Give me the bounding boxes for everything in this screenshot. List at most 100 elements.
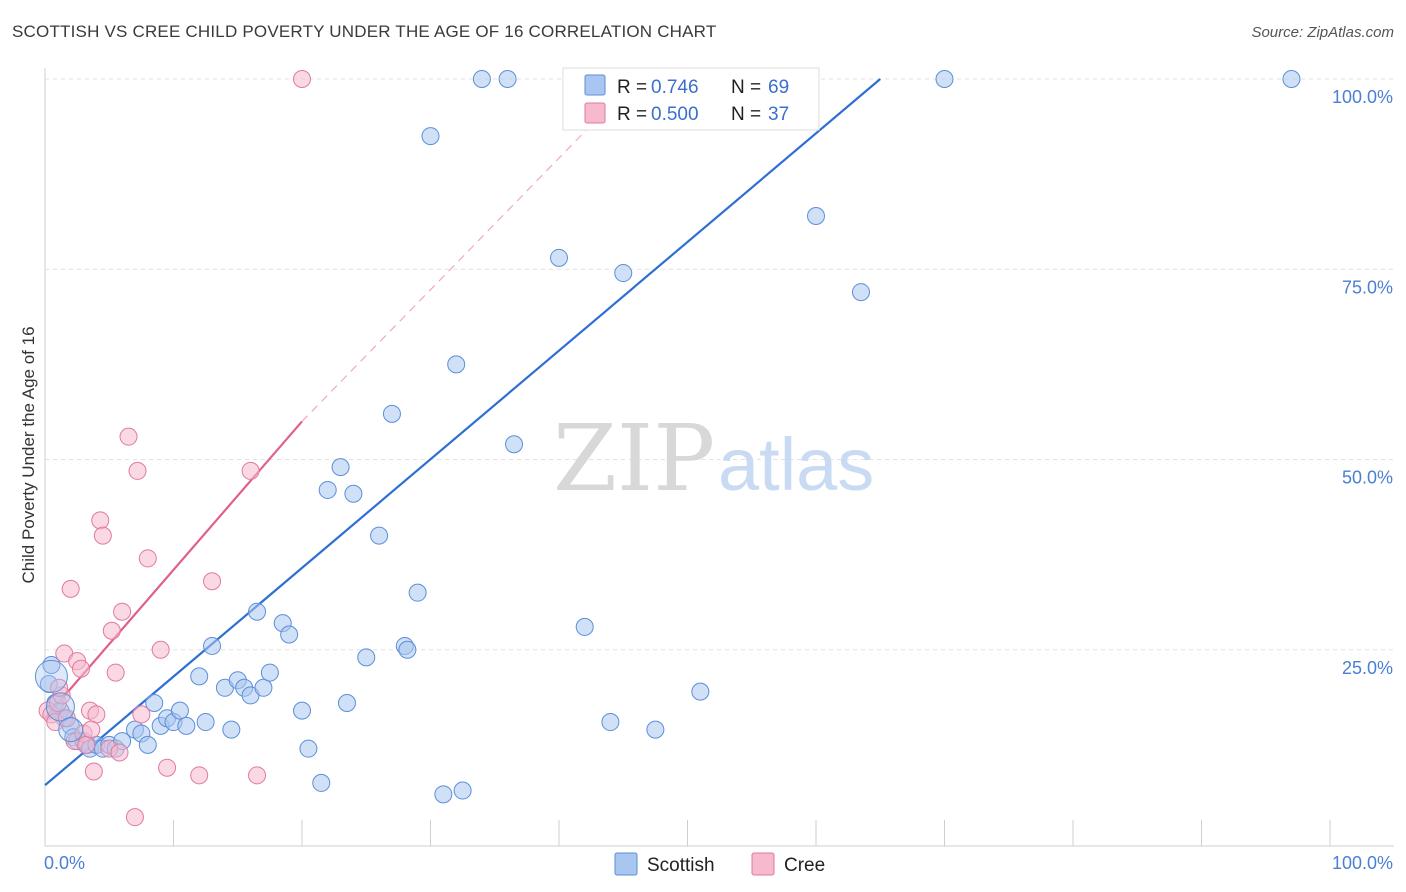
axes	[44, 68, 1394, 847]
point-scottish	[370, 526, 389, 545]
y-tick-labels: 25.0% 50.0% 75.0% 100.0%	[1332, 87, 1393, 678]
point-scottish	[293, 701, 311, 720]
y-tick-label: 50.0%	[1342, 468, 1393, 488]
y-tick-label: 100.0%	[1332, 87, 1393, 107]
point-scottish	[260, 663, 279, 682]
bottom-legend-swatch-scottish	[614, 852, 638, 876]
point-cree	[61, 579, 80, 598]
series-cree	[38, 70, 311, 827]
legend-r-label-cree: R =	[617, 104, 647, 125]
point-cree	[110, 743, 129, 762]
point-scottish	[646, 720, 665, 739]
point-cree	[128, 461, 147, 480]
point-cree	[87, 705, 106, 724]
point-cree	[82, 720, 101, 739]
watermark-zip: ZIP	[553, 405, 715, 512]
point-scottish	[170, 701, 189, 720]
trend-line-scottish	[44, 78, 881, 787]
point-scottish	[331, 458, 350, 477]
watermark: ZIP atlas	[553, 405, 874, 512]
y-axis-label: Child Poverty Under the Age of 16	[19, 326, 38, 583]
legend-r-value-cree: 0.500	[651, 104, 699, 125]
point-scottish	[398, 640, 417, 659]
legend-r-label-scottish: R =	[617, 77, 647, 98]
point-scottish	[177, 716, 196, 735]
legend-n-value-cree: 37	[768, 104, 789, 125]
point-cree	[106, 663, 125, 682]
legend-swatch-scottish	[584, 74, 606, 96]
x-tick-label-max: 100.0%	[1332, 853, 1393, 873]
point-scottish	[453, 781, 472, 800]
point-scottish	[145, 694, 164, 713]
point-cree	[248, 766, 267, 785]
point-scottish	[807, 206, 825, 225]
point-scottish	[505, 435, 524, 454]
legend-frame	[562, 67, 820, 131]
point-scottish	[344, 484, 363, 503]
watermark-atlas: atlas	[718, 423, 874, 506]
point-scottish	[357, 648, 376, 667]
point-scottish	[498, 70, 517, 88]
point-scottish	[575, 617, 594, 636]
point-scottish	[851, 283, 870, 302]
point-scottish	[408, 583, 427, 602]
x-tick-label-min: 0.0%	[44, 853, 85, 873]
point-scottish	[312, 773, 331, 792]
point-scottish	[280, 625, 299, 644]
point-cree	[119, 427, 138, 446]
point-cree	[138, 549, 157, 568]
point-scottish-cluster	[58, 717, 84, 743]
point-scottish	[614, 264, 633, 283]
point-scottish	[382, 404, 401, 423]
point-cree	[158, 758, 177, 777]
legend-swatch-cree	[584, 102, 606, 124]
legend-r-value-scottish: 0.746	[651, 77, 699, 98]
chart-title: SCOTTISH VS CREE CHILD POVERTY UNDER THE…	[12, 22, 717, 41]
point-scottish	[138, 735, 157, 754]
point-scottish	[299, 739, 318, 758]
point-scottish	[203, 636, 222, 655]
point-scottish	[248, 602, 267, 621]
point-scottish	[434, 785, 453, 804]
point-scottish	[1282, 70, 1301, 88]
point-cree	[190, 766, 209, 785]
trend-line-cree-extension	[301, 78, 637, 422]
point-scottish	[601, 713, 620, 732]
point-cree	[241, 461, 260, 480]
legend-n-value-scottish: 69	[768, 77, 789, 98]
point-scottish	[691, 682, 710, 701]
source-credit: Source: ZipAtlas.com	[1251, 24, 1394, 41]
point-cree	[151, 640, 170, 659]
y-tick-label: 25.0%	[1342, 658, 1393, 678]
point-cree	[84, 762, 103, 781]
point-scottish	[447, 355, 466, 374]
point-scottish	[222, 720, 241, 739]
bottom-legend: Scottish Cree	[614, 852, 825, 876]
grid-lines	[45, 78, 1394, 651]
point-cree	[71, 659, 90, 678]
bottom-legend-label-cree: Cree	[784, 855, 825, 876]
point-scottish	[550, 248, 568, 267]
bottom-legend-swatch-cree	[751, 852, 775, 876]
point-scottish-cluster	[34, 659, 68, 693]
point-cree	[93, 526, 112, 545]
point-scottish	[935, 70, 954, 88]
data-points	[34, 70, 1301, 827]
bottom-legend-label-scottish: Scottish	[647, 855, 715, 876]
legend-box: R = 0.746 N = 69 R = 0.500 N = 37	[562, 67, 820, 131]
point-cree	[113, 602, 132, 621]
point-cree	[132, 705, 151, 724]
y-tick-label: 75.0%	[1342, 277, 1393, 297]
point-scottish	[190, 667, 209, 686]
point-cree	[102, 621, 121, 640]
point-scottish	[196, 713, 215, 732]
point-scottish	[421, 127, 440, 146]
point-cree	[77, 735, 96, 754]
point-scottish	[472, 70, 491, 88]
point-cree	[125, 808, 144, 827]
point-scottish	[337, 694, 356, 713]
legend-n-label-scottish: N =	[731, 77, 761, 98]
point-cree	[203, 572, 222, 591]
point-scottish	[254, 678, 273, 697]
point-scottish-cluster	[45, 692, 75, 722]
